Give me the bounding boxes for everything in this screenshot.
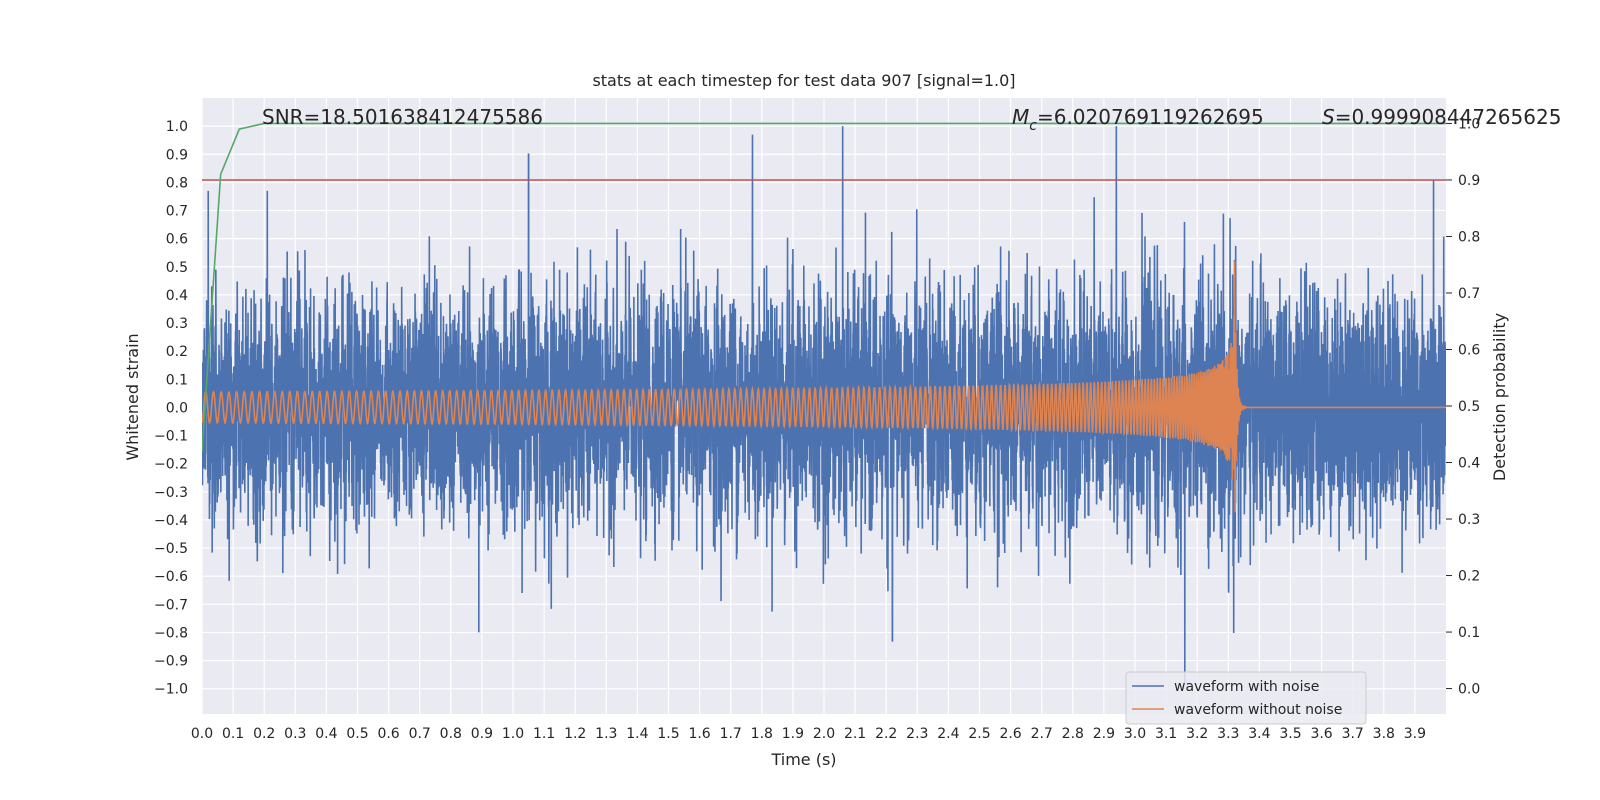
y2-tick-label: 0.1	[1458, 625, 1480, 641]
y-tick-label: −0.1	[154, 429, 188, 445]
y-tick-label: 0.1	[166, 372, 188, 388]
legend-label-noisy: waveform with noise	[1174, 679, 1319, 695]
x-tick-label: 1.1	[533, 726, 555, 742]
legend: waveform with noise waveform without noi…	[1125, 671, 1367, 725]
x-tick-label: 0.3	[284, 726, 306, 742]
x-tick-label: 3.4	[1248, 726, 1270, 742]
x-tick-label: 1.5	[657, 726, 679, 742]
y2-axis-label: Detection probability	[1490, 313, 1509, 481]
x-tick-label: 1.0	[502, 726, 524, 742]
y-tick-label: −0.6	[154, 569, 188, 585]
significance-value: =0.999908447265625	[1335, 105, 1562, 129]
x-tick-label: 0.5	[346, 726, 368, 742]
x-tick-label: 2.0	[813, 726, 835, 742]
x-tick-label: 1.9	[782, 726, 804, 742]
x-tick-label: 2.9	[1093, 726, 1115, 742]
chirp-mass-symbol: M	[1012, 105, 1029, 129]
y2-tick-label: 1.0	[1458, 116, 1480, 132]
y-tick-label: −0.2	[154, 457, 188, 473]
y-tick-label: −0.7	[154, 597, 188, 613]
significance-annotation: S=0.999908447265625	[1322, 105, 1561, 129]
y-tick-label: 0.8	[166, 175, 188, 191]
y-tick-label: 1.0	[166, 119, 188, 135]
y-tick-label: 0.4	[166, 288, 188, 304]
y-tick-label: −0.4	[154, 513, 188, 529]
y-tick-label: 0.7	[166, 204, 188, 220]
y-tick-label: 0.6	[166, 232, 188, 248]
x-tick-label: 1.4	[626, 726, 648, 742]
x-tick-label: 2.5	[968, 726, 990, 742]
detection-probability-line	[202, 122, 1446, 452]
x-tick-label: 2.4	[937, 726, 959, 742]
significance-symbol: S	[1322, 105, 1335, 129]
waveform-without-noise-line	[202, 261, 1446, 513]
x-tick-label: 3.7	[1342, 726, 1364, 742]
y-tick-label: −0.8	[154, 625, 188, 641]
x-tick-label: 2.6	[999, 726, 1021, 742]
x-tick-label: 3.2	[1186, 726, 1208, 742]
y2-tick-label: 0.7	[1458, 286, 1480, 302]
y-tick-label: −0.9	[154, 654, 188, 670]
x-tick-label: 2.8	[1062, 726, 1084, 742]
snr-annotation: SNR=18.501638412475586	[262, 105, 543, 129]
y2-axis-ticks: 1.0 0.9 0.8 0.7 0.6 0.5 0.4 0.3 0.2 0.1 0.0	[1446, 116, 1480, 698]
y2-tick-label: 0.0	[1458, 682, 1480, 698]
x-tick-label: 0.9	[471, 726, 493, 742]
x-tick-label: 1.6	[688, 726, 710, 742]
chirp-mass-value: =6.020769119262695	[1037, 105, 1264, 129]
x-tick-label: 0.6	[377, 726, 399, 742]
x-tick-label: 3.9	[1404, 726, 1426, 742]
x-tick-label: 0.7	[409, 726, 431, 742]
legend-label-clean: waveform without noise	[1174, 702, 1342, 718]
x-tick-label: 2.3	[906, 726, 928, 742]
y2-tick-label: 0.4	[1458, 456, 1480, 472]
x-axis-ticks: 0.0 0.1 0.2 0.3 0.4 0.5 0.6 0.7 0.8 0.9 1.0 1.1 1.2 1…	[191, 726, 1426, 742]
x-tick-label: 2.1	[844, 726, 866, 742]
y-tick-label: 0.5	[166, 260, 188, 276]
x-tick-label: 3.0	[1124, 726, 1146, 742]
x-tick-label: 1.8	[751, 726, 773, 742]
chart-title: stats at each timestep for test data 907…	[592, 71, 1015, 90]
y2-tick-label: 0.9	[1458, 173, 1480, 189]
legend-box	[1125, 671, 1367, 725]
x-tick-label: 2.7	[1031, 726, 1053, 742]
chirp-mass-subscript: c	[1029, 118, 1037, 134]
y2-tick-label: 0.6	[1458, 342, 1480, 358]
x-tick-label: 3.3	[1217, 726, 1239, 742]
x-tick-label: 1.7	[720, 726, 742, 742]
y-axis-label: Whitened strain	[123, 333, 142, 460]
y2-tick-label: 0.8	[1458, 229, 1480, 245]
x-tick-label: 3.5	[1279, 726, 1301, 742]
x-tick-label: 0.4	[315, 726, 337, 742]
y2-tick-label: 0.5	[1458, 399, 1480, 415]
x-tick-label: 1.3	[595, 726, 617, 742]
y-tick-label: 0.0	[166, 400, 188, 416]
y2-tick-label: 0.3	[1458, 512, 1480, 528]
y-tick-label: 0.3	[166, 316, 188, 332]
series-layer	[202, 122, 1446, 684]
y-tick-label: −0.5	[154, 541, 188, 557]
x-tick-label: 2.2	[875, 726, 897, 742]
y-axis-ticks: 1.0 0.9 0.8 0.7 0.6 0.5 0.4 0.3 0.2 0.1 0.0 −0.1 −0.…	[154, 119, 188, 698]
y-tick-label: 0.2	[166, 344, 188, 360]
y2-tick-label: 0.2	[1458, 569, 1480, 585]
y-tick-label: −0.3	[154, 485, 188, 501]
x-tick-label: 3.1	[1155, 726, 1177, 742]
chirp-mass-annotation: Mc=6.020769119262695	[1012, 105, 1264, 134]
x-tick-label: 0.1	[222, 726, 244, 742]
y-tick-label: 0.9	[166, 147, 188, 163]
x-tick-label: 3.8	[1373, 726, 1395, 742]
x-tick-label: 0.0	[191, 726, 213, 742]
x-tick-label: 0.8	[440, 726, 462, 742]
x-tick-label: 1.2	[564, 726, 586, 742]
x-axis-label: Time (s)	[770, 750, 836, 769]
x-tick-label: 0.2	[253, 726, 275, 742]
x-tick-label: 3.6	[1310, 726, 1332, 742]
y-tick-label: −1.0	[154, 682, 188, 698]
